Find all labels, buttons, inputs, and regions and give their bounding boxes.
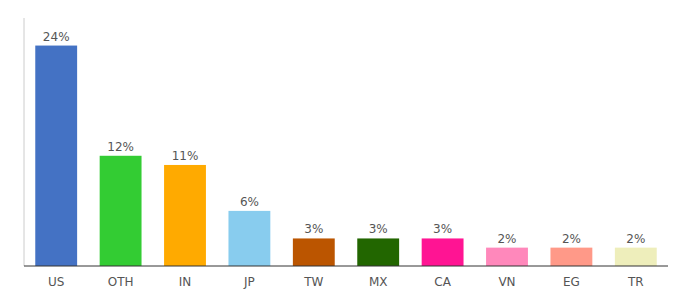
data-label: 3% xyxy=(304,222,323,236)
bar xyxy=(100,156,142,266)
data-label: 24% xyxy=(43,30,70,44)
data-label: 2% xyxy=(562,232,581,246)
bar xyxy=(615,248,657,266)
data-label: 11% xyxy=(172,149,199,163)
x-tick-label: TW xyxy=(303,275,323,289)
bar xyxy=(293,238,335,266)
data-label: 3% xyxy=(369,222,388,236)
x-tick-label: US xyxy=(48,275,64,289)
chart-svg: 24% 12% 11% 6% 3% 3% 3% 2% 2% 2% US OTH IN JP TW MX CA VN… xyxy=(0,0,680,300)
x-tick-label: JP xyxy=(243,275,255,289)
x-tick-label: TR xyxy=(627,275,644,289)
x-axis-line xyxy=(24,266,668,267)
x-tick-label: CA xyxy=(434,275,451,289)
bar xyxy=(486,248,528,266)
bar xyxy=(164,165,206,266)
bar xyxy=(550,248,592,266)
x-tick-label: VN xyxy=(498,275,515,289)
data-label: 2% xyxy=(626,232,645,246)
y-axis-line xyxy=(24,18,25,266)
bar xyxy=(35,46,77,266)
data-label: 12% xyxy=(107,140,134,154)
chart-container: 24% 12% 11% 6% 3% 3% 3% 2% 2% 2% US OTH IN JP TW MX CA VN… xyxy=(0,0,680,300)
bar xyxy=(422,238,464,266)
data-label: 2% xyxy=(497,232,516,246)
x-tick-label: MX xyxy=(369,275,388,289)
x-tick-label: EG xyxy=(563,275,580,289)
bars xyxy=(35,46,656,266)
bar xyxy=(228,211,270,266)
bar xyxy=(357,238,399,266)
data-label: 6% xyxy=(240,195,259,209)
data-label: 3% xyxy=(433,222,452,236)
x-tick-label: IN xyxy=(179,275,192,289)
x-tick-label: OTH xyxy=(108,275,134,289)
